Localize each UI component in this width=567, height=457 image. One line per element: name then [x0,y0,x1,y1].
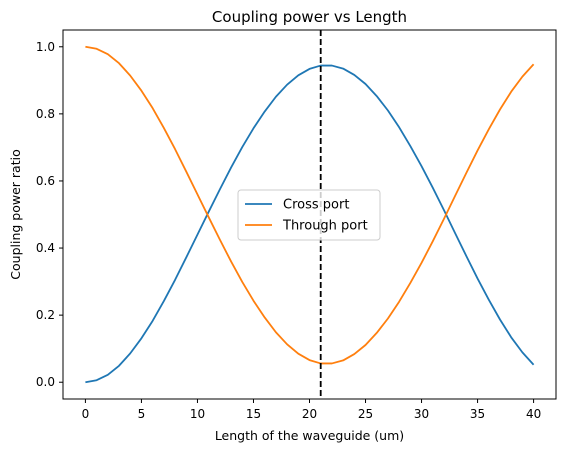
series-layer [85,45,535,384]
y-tick-label: 0.8 [36,107,55,121]
series-line-through-port [85,45,535,365]
x-axis-ticks: 0 5 10 15 20 25 30 35 40 [82,399,541,421]
x-tick-label: 35 [470,407,485,421]
y-tick-label: 0.2 [36,308,55,322]
legend-box [237,189,381,241]
x-tick-label: 15 [246,407,261,421]
series-line-cross-port [85,64,535,384]
x-tick-label: 40 [526,407,541,421]
y-axis-label: Coupling power ratio [8,149,23,279]
x-axis-label: Length of the waveguide (um) [215,428,404,443]
y-axis-ticks: 0.0 0.2 0.4 0.6 0.8 1.0 [36,40,63,389]
y-tick-label: 1.0 [36,40,55,54]
x-tick-label: 10 [190,407,205,421]
legend-label-through-port: Through port [282,219,368,234]
x-tick-label: 30 [414,407,429,421]
y-tick-label: 0.6 [36,174,55,188]
legend: Cross port Through port [237,189,381,241]
legend-label-cross-port: Cross port [283,198,349,213]
x-tick-label: 5 [138,407,146,421]
y-tick-label: 0.4 [36,241,55,255]
chart-title: Coupling power vs Length [212,8,407,26]
x-tick-label: 0 [82,407,90,421]
x-tick-label: 20 [302,407,317,421]
y-tick-label: 0.0 [36,375,55,389]
x-tick-label: 25 [358,407,373,421]
